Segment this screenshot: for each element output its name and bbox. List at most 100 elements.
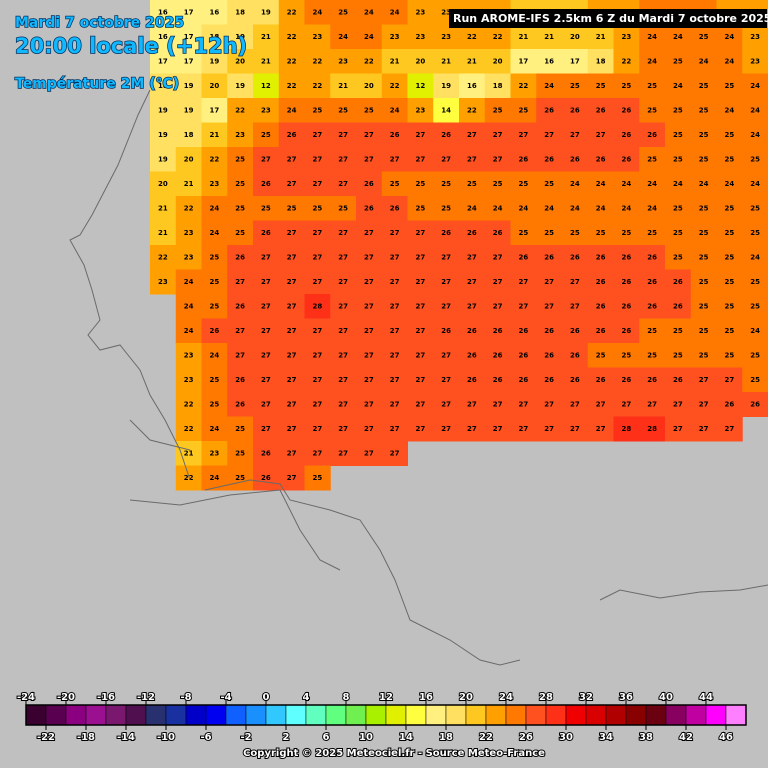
grid-cell	[201, 0, 228, 25]
legend-tick-label: -14	[117, 732, 135, 743]
grid-cell	[536, 122, 563, 148]
grid-value: 20	[416, 57, 426, 65]
grid-cell	[484, 196, 511, 221]
grid-value: 26	[467, 376, 477, 384]
legend-swatch	[725, 704, 747, 726]
grid-cell	[587, 24, 614, 50]
grid-value: 25	[673, 106, 683, 114]
grid-cell	[253, 220, 280, 246]
grid-cell	[613, 220, 640, 246]
grid-cell	[510, 343, 537, 368]
grid-cell	[381, 122, 408, 148]
grid-cell	[484, 147, 511, 172]
grid-value: 25	[210, 376, 220, 384]
grid-value: 28	[647, 425, 657, 433]
grid-value: 26	[364, 204, 374, 212]
grid-value: 26	[390, 131, 400, 139]
grid-value: 25	[416, 180, 426, 188]
grid-cell	[639, 318, 666, 344]
grid-cell	[484, 367, 511, 393]
grid-cell	[356, 73, 383, 99]
grid-cell	[150, 171, 177, 197]
grid-value: 21	[210, 131, 220, 139]
grid-value: 19	[158, 155, 168, 163]
grid-cell	[253, 171, 280, 197]
grid-cell	[407, 196, 434, 221]
grid-value: 27	[416, 155, 426, 163]
grid-cell	[227, 392, 254, 417]
grid-value: 25	[725, 229, 735, 237]
legend-tick-label: 30	[559, 732, 573, 743]
grid-cell	[742, 73, 768, 99]
legend-swatch	[325, 704, 347, 726]
grid-value: 27	[622, 400, 632, 408]
grid-value: 25	[673, 57, 683, 65]
grid-value: 24	[647, 57, 657, 65]
grid-cell	[227, 441, 254, 466]
coastline	[69, 89, 191, 481]
grid-cell	[278, 147, 305, 172]
grid-cell	[304, 122, 331, 148]
grid-cell	[407, 73, 434, 99]
grid-value: 27	[287, 327, 297, 335]
grid-cell	[330, 220, 357, 246]
grid-cell	[407, 171, 434, 197]
grid-value: 26	[544, 376, 554, 384]
grid-value: 25	[570, 82, 580, 90]
grid-cell	[175, 49, 202, 74]
grid-value: 22	[184, 425, 194, 433]
grid-cell	[433, 294, 460, 319]
grid-value: 25	[699, 327, 709, 335]
grid-cell	[562, 416, 589, 442]
grid-value: 25	[673, 253, 683, 261]
grid-cell	[330, 122, 357, 148]
grid-value: 27	[261, 327, 271, 335]
grid-cell	[381, 441, 408, 466]
grid-value: 25	[750, 155, 760, 163]
grid-value: 25	[725, 327, 735, 335]
grid-cell	[665, 98, 692, 123]
grid-cell	[381, 245, 408, 270]
grid-value: 27	[544, 278, 554, 286]
grid-value: 25	[235, 474, 245, 482]
grid-cell	[690, 416, 717, 442]
grid-cell	[587, 171, 614, 197]
grid-cell	[665, 171, 692, 197]
grid-value: 25	[235, 425, 245, 433]
grid-cell	[227, 171, 254, 197]
grid-cell	[407, 220, 434, 246]
grid-cell	[433, 245, 460, 270]
grid-cell	[510, 416, 537, 442]
grid-value: 27	[467, 278, 477, 286]
grid-value: 25	[493, 106, 503, 114]
grid-value: 17	[519, 57, 529, 65]
grid-cell	[278, 392, 305, 417]
grid-cell	[433, 269, 460, 295]
grid-value: 27	[467, 155, 477, 163]
grid-cell	[690, 49, 717, 74]
grid-value: 26	[570, 106, 580, 114]
grid-cell	[562, 245, 589, 270]
grid-value: 25	[261, 204, 271, 212]
grid-value: 25	[493, 180, 503, 188]
legend-tick-label: 42	[679, 732, 693, 743]
grid-cell	[716, 147, 743, 172]
grid-cell	[278, 269, 305, 295]
grid-value: 24	[647, 180, 657, 188]
legend-tick-label: -24	[17, 692, 35, 703]
legend-swatch	[345, 704, 367, 726]
legend-tick-label: 40	[659, 692, 673, 703]
grid-cell	[201, 220, 228, 246]
grid-value: 27	[416, 229, 426, 237]
legend-swatch	[525, 704, 547, 726]
grid-cell	[407, 0, 434, 25]
grid-cell	[510, 392, 537, 417]
grid-cell	[587, 343, 614, 368]
grid-cell	[742, 294, 768, 319]
grid-value: 26	[493, 376, 503, 384]
grid-value: 27	[416, 327, 426, 335]
grid-cell	[587, 367, 614, 393]
grid-value: 24	[750, 327, 760, 335]
grid-value: 26	[570, 376, 580, 384]
grid-value: 24	[699, 180, 709, 188]
